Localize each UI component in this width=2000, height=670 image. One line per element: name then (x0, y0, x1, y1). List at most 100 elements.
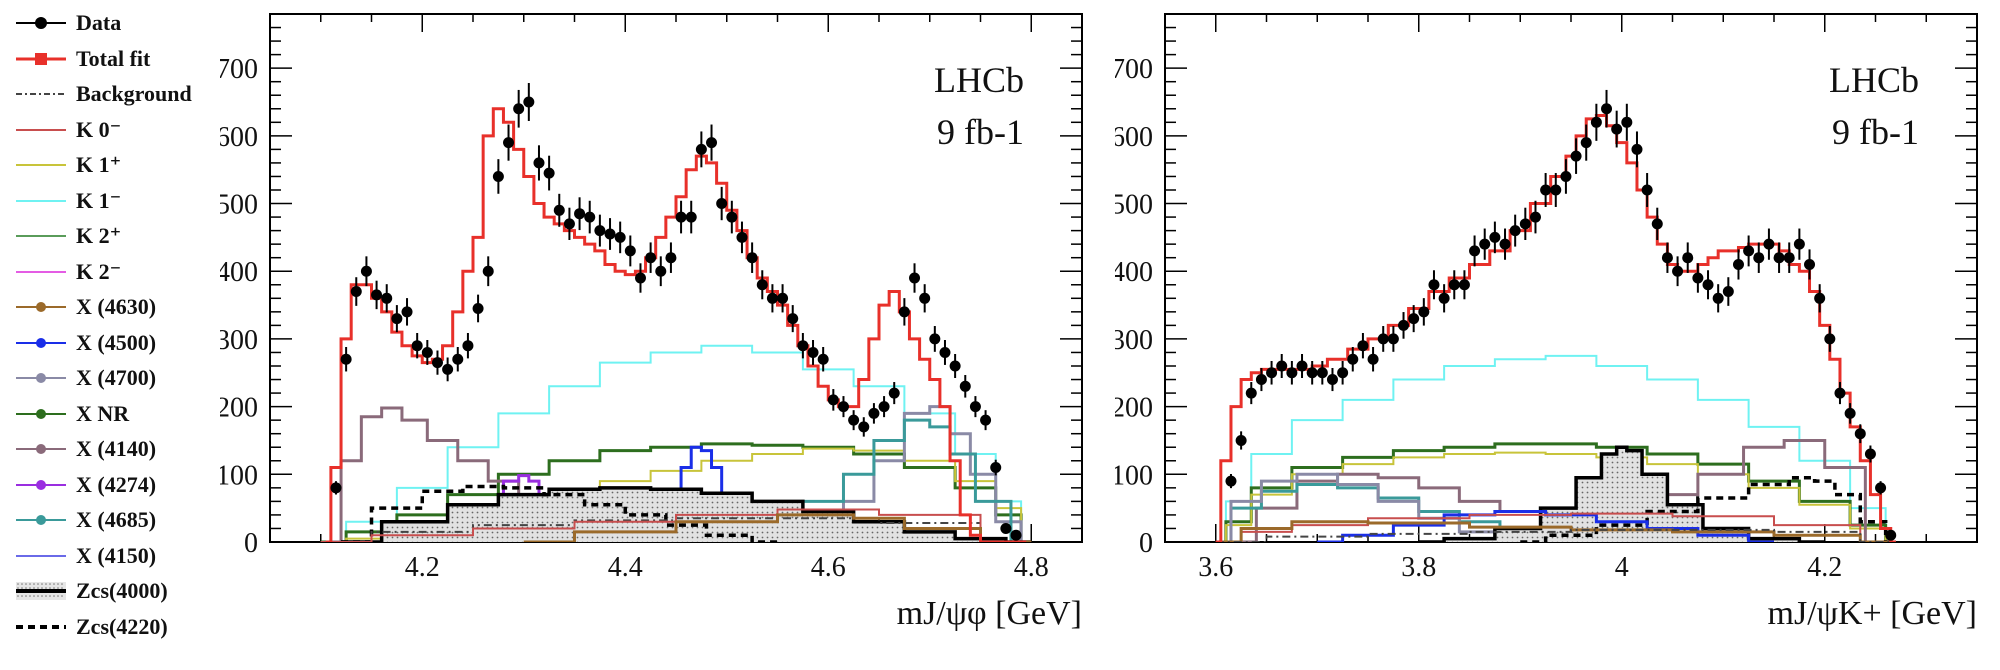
data-point (1408, 313, 1420, 325)
series-zcs4220 (1520, 475, 1896, 542)
data-point (1814, 292, 1826, 304)
data-point (1469, 245, 1481, 257)
lhcb-label: LHCb (934, 60, 1024, 100)
data-point (330, 482, 342, 494)
data-point (381, 292, 393, 304)
legend-label: K 2⁺ (76, 223, 122, 248)
legend-label: X (4274) (76, 471, 157, 497)
legend-label: X (4630) (76, 294, 157, 319)
legend-label: X (4500) (76, 329, 157, 355)
data-point (431, 357, 443, 369)
data-point (1245, 387, 1257, 399)
y-tick-label: 400 (220, 257, 258, 288)
data-point (1773, 252, 1785, 264)
y-tick-label: 600 (220, 122, 258, 153)
legend: Data Total fit Background K 0⁻ K 1⁺ K 1⁻ K 2⁺ K… (0, 0, 220, 670)
data-point (543, 167, 555, 179)
data-point (371, 289, 383, 301)
data-point (949, 360, 961, 372)
data-point (574, 208, 586, 220)
data-point (685, 211, 697, 223)
legend-label: K 1⁺ (76, 152, 122, 177)
legend-item-zcs4000: Zcs(4000) (14, 574, 168, 608)
data-point (584, 211, 596, 223)
data-point (1276, 360, 1288, 372)
legend-item-x4630: X (4630) (14, 290, 156, 324)
data-point (1824, 333, 1836, 345)
data-point (746, 252, 758, 264)
data-point (1418, 306, 1430, 318)
data-point (1570, 150, 1582, 162)
y-tick-label: 200 (1115, 393, 1153, 424)
data-point (492, 170, 504, 182)
legend-swatch-x4274 (16, 479, 66, 490)
legend-swatch-k1p (16, 164, 66, 166)
data-point (1621, 116, 1633, 128)
data-point (350, 286, 362, 298)
legend-swatch-zcs4000 (16, 582, 66, 600)
series-bkg (320, 517, 1032, 542)
data-point (513, 103, 525, 115)
x-tick-label: 4.2 (1807, 552, 1842, 583)
series-total (325, 107, 1027, 542)
luminosity-label: 9 fb-1 (937, 112, 1024, 152)
data-point (1672, 265, 1684, 277)
data-point (837, 401, 849, 413)
data-point (1235, 434, 1247, 446)
data-point (604, 228, 616, 240)
data-point (1347, 353, 1359, 365)
y-tick-label: 100 (220, 460, 258, 491)
data-point (1357, 340, 1369, 352)
data-point (1306, 367, 1318, 379)
data-point (1560, 170, 1572, 182)
data-point (848, 414, 860, 426)
data-point (766, 292, 778, 304)
y-tick-label: 0 (244, 528, 258, 559)
data-point (990, 462, 1002, 474)
data-point (1540, 184, 1552, 196)
data-point (1255, 374, 1267, 386)
data-point (868, 407, 880, 419)
legend-swatch-zcs4220 (16, 624, 66, 629)
data-point (969, 401, 981, 413)
legend-label: Data (76, 10, 122, 35)
data-point (442, 363, 454, 375)
data-point (695, 143, 707, 155)
data-point (898, 306, 910, 318)
legend-label: K 2⁻ (76, 258, 122, 284)
data-point (1398, 319, 1410, 331)
legend-swatch-bkg (16, 93, 66, 95)
data-point (878, 401, 890, 413)
data-point (1580, 137, 1592, 149)
data-point (462, 340, 474, 352)
data-point (624, 245, 636, 257)
series-x4630 (1215, 520, 1896, 542)
data-point (1367, 353, 1379, 365)
y-tick-label: 100 (1115, 460, 1153, 491)
series-zcs4000 (341, 486, 1032, 542)
series-zcs4000-fill (1418, 447, 1825, 542)
y-tick-label: 400 (1115, 257, 1153, 288)
data-point (391, 313, 403, 325)
legend-swatch-total (16, 52, 66, 65)
data-point (563, 218, 575, 230)
data-point (1875, 482, 1887, 494)
legend-label: Total fit (76, 45, 151, 71)
data-point (340, 353, 352, 365)
legend-item-bkg: Background (14, 77, 192, 111)
legend-label: X (4685) (76, 507, 157, 532)
y-tick-label: 200 (220, 393, 258, 424)
data-point (1732, 258, 1744, 270)
data-point (1337, 367, 1349, 379)
legend-item-x4274: X (4274) (14, 468, 156, 502)
data-point (1793, 238, 1805, 250)
data-point (1743, 245, 1755, 257)
data-point (1763, 238, 1775, 250)
legend-swatch-k1m (16, 199, 66, 202)
data-point (716, 198, 728, 210)
legend-label: K 1⁻ (76, 187, 122, 213)
data-point (1631, 143, 1643, 155)
legend-label: X (4700) (76, 365, 157, 390)
legend-item-k2m: K 2⁻ (14, 255, 121, 289)
data-point (655, 265, 667, 277)
